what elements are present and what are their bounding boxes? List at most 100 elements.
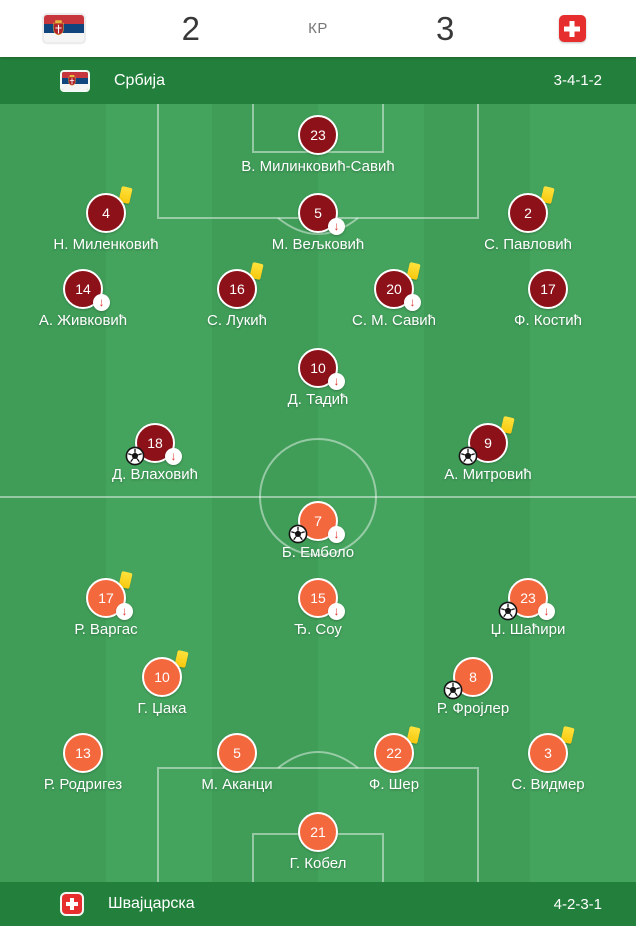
player-name: Ф. Шер: [368, 776, 420, 793]
player-home-10[interactable]: 10 ↓ Д. Тадић: [288, 348, 348, 408]
player-number: 17: [98, 590, 114, 606]
player-home-18[interactable]: 18 ↓ Д. Влаховић: [112, 423, 198, 483]
player-number: 5: [314, 205, 322, 221]
player-name: Р. Варгас: [74, 621, 138, 638]
player-number: 23: [520, 590, 536, 606]
substituted-out-icon: ↓: [328, 218, 345, 235]
player-away-21[interactable]: 21 Г. Кобел: [290, 812, 346, 872]
player-number: 17: [540, 281, 556, 297]
player-number: 8: [469, 669, 477, 685]
substituted-out-icon: ↓: [116, 603, 133, 620]
player-shirt: 18 ↓: [125, 423, 182, 466]
home-score: 2: [181, 9, 200, 47]
player-away-7[interactable]: 7 ↓ Б. Емболо: [282, 501, 354, 561]
player-number: 20: [386, 281, 402, 297]
player-name: В. Милинковић-Савић: [241, 158, 395, 175]
player-away-22[interactable]: 22 Ф. Шер: [369, 725, 421, 793]
player-shirt: 23 ↓: [498, 578, 555, 621]
player-name: Д. Тадић: [287, 391, 349, 408]
home-team-bar: Србија 3-4-1-2: [0, 57, 636, 104]
away-score: 3: [436, 9, 455, 47]
player-number: 23: [310, 127, 326, 143]
player-home-17[interactable]: 17 Ф. Костић: [514, 269, 582, 329]
player-name: А. Митровић: [444, 466, 532, 483]
substituted-out-icon: ↓: [328, 526, 345, 543]
player-shirt: 7 ↓: [288, 501, 345, 544]
player-number: 5: [233, 745, 241, 761]
substituted-out-icon: ↓: [93, 294, 110, 311]
goal-icon: [458, 446, 478, 466]
player-name: М. Вељковић: [271, 236, 365, 253]
player-away-17[interactable]: 17 ↓ Р. Варгас: [74, 570, 138, 638]
player-name: Ђ. Соу: [294, 621, 342, 638]
player-shirt: 16: [217, 261, 264, 309]
player-number: 21: [310, 824, 326, 840]
serbia-flag-icon: [62, 71, 88, 90]
player-name: Н. Миленковић: [53, 236, 159, 253]
player-away-10[interactable]: 10 Г. Џака: [138, 649, 189, 717]
goal-icon: [125, 446, 145, 466]
player-shirt: 20 ↓: [374, 261, 421, 311]
serbia-flag-icon: [43, 15, 84, 42]
pitch: 23 В. Милинковић-Савић 4 Н. Миленковић 5 ↓ М. …: [0, 104, 636, 882]
player-number: 14: [75, 281, 91, 297]
player-shirt: 17: [528, 269, 568, 309]
switzerland-flag-icon: [558, 15, 586, 42]
player-home-2[interactable]: 2 С. Павловић: [484, 185, 572, 253]
player-number: 2: [524, 205, 532, 221]
player-number: 4: [102, 205, 110, 221]
player-number: 9: [484, 435, 492, 451]
player-number: 15: [310, 590, 326, 606]
goal-icon: [443, 680, 463, 700]
player-name: А. Живковић: [38, 312, 128, 329]
player-name: М. Аканци: [201, 776, 273, 793]
player-home-14[interactable]: 14 ↓ А. Живковић: [39, 269, 127, 329]
away-team-name: Швајцарска: [108, 895, 195, 912]
player-home-9[interactable]: 9 А. Митровић: [444, 415, 532, 483]
player-name: Г. Џака: [137, 700, 187, 717]
player-away-23[interactable]: 23 ↓ Џ. Шаћири: [491, 578, 565, 638]
substituted-out-icon: ↓: [165, 448, 182, 465]
player-home-23[interactable]: 23 В. Милинковић-Савић: [241, 115, 395, 175]
player-number: 10: [310, 360, 326, 376]
substituted-out-icon: ↓: [538, 603, 555, 620]
player-number: 7: [314, 513, 322, 529]
player-shirt: 17 ↓: [86, 570, 133, 620]
player-name: Р. Родригез: [43, 776, 123, 793]
player-away-13[interactable]: 13 Р. Родригез: [44, 733, 122, 793]
player-number: 22: [386, 745, 402, 761]
switzerland-flag-icon: [62, 894, 82, 914]
player-shirt: 21: [298, 812, 338, 852]
away-team-formation: 4-2-3-1: [553, 895, 602, 913]
player-away-8[interactable]: 8 Р. Фројлер: [437, 657, 509, 717]
player-number: 10: [154, 669, 170, 685]
player-away-3[interactable]: 3 С. Видмер: [511, 725, 585, 793]
player-home-20[interactable]: 20 ↓ С. М. Савић: [352, 261, 436, 329]
player-shirt: 15 ↓: [298, 578, 345, 620]
player-home-4[interactable]: 4 Н. Миленковић: [53, 185, 159, 253]
player-shirt: 10 ↓: [298, 348, 345, 390]
away-team-bar: Швајцарска 4-2-3-1: [0, 882, 636, 926]
player-shirt: 13: [63, 733, 103, 773]
player-away-5[interactable]: 5 М. Аканци: [201, 733, 273, 793]
player-number: 3: [544, 745, 552, 761]
player-away-15[interactable]: 15 ↓ Ђ. Соу: [294, 578, 345, 638]
player-number: 13: [75, 745, 91, 761]
substituted-out-icon: ↓: [328, 373, 345, 390]
player-number: 16: [229, 281, 245, 297]
match-status: КР: [308, 20, 328, 37]
player-name: Џ. Шаћири: [490, 621, 566, 638]
player-shirt: 10: [142, 649, 189, 697]
goal-icon: [288, 524, 308, 544]
home-team-name: Србија: [114, 71, 166, 89]
substituted-out-icon: ↓: [328, 603, 345, 620]
player-home-16[interactable]: 16 С. Лукић: [207, 261, 267, 329]
player-name: Б. Емболо: [281, 544, 355, 561]
player-name: Ф. Костић: [514, 312, 582, 329]
player-name: Р. Фројлер: [436, 700, 510, 717]
player-name: С. Лукић: [207, 312, 267, 329]
player-number: 18: [147, 435, 163, 451]
player-shirt: 2: [508, 185, 555, 233]
player-home-5[interactable]: 5 ↓ М. Вељковић: [272, 193, 364, 253]
